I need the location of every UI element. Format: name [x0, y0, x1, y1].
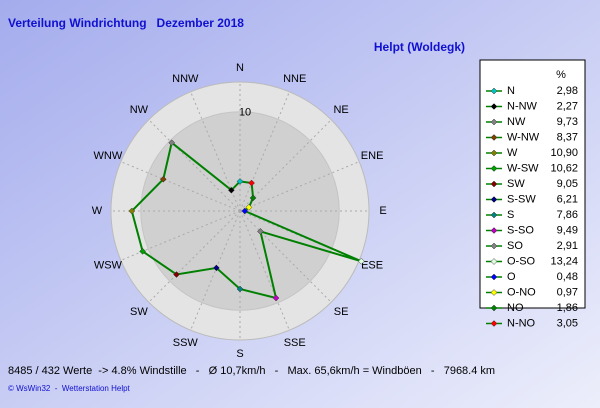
legend-value: 9,73 [557, 116, 578, 128]
legend-marker [490, 196, 498, 203]
direction-label: ENE [361, 150, 384, 162]
credit: © WsWin32 - Wetterstation Helpt [8, 384, 131, 393]
legend-marker [490, 320, 498, 327]
legend-value: 9,49 [557, 224, 578, 236]
spoke [148, 119, 241, 212]
legend-value: 9,05 [557, 178, 578, 190]
legend-value: 2,91 [557, 240, 578, 252]
legend-marker [490, 242, 498, 250]
legend-marker [490, 180, 498, 188]
legend-marker [490, 273, 498, 281]
legend-value: 0,48 [557, 271, 578, 283]
direction-label: SSE [284, 337, 306, 349]
radar-marker [159, 175, 167, 183]
legend-value: 10,90 [550, 147, 578, 159]
legend-label: NO [507, 302, 524, 314]
legend-value: 8,37 [557, 131, 578, 143]
spoke [239, 161, 360, 212]
spoke [239, 91, 290, 212]
direction-label: E [379, 205, 386, 217]
legend-label: S-SO [507, 224, 534, 236]
legend-marker [490, 134, 498, 141]
radar-marker [245, 203, 253, 211]
legend-value: 10,62 [550, 162, 578, 174]
radar-marker [236, 285, 244, 293]
legend-label: S [507, 209, 514, 221]
radar-marker [128, 207, 136, 215]
radar-marker [213, 264, 220, 272]
legend-value: 2,98 [557, 85, 578, 97]
spoke [190, 210, 241, 331]
direction-label: NW [130, 104, 149, 116]
direction-label: SW [130, 306, 148, 318]
legend-marker [490, 258, 498, 265]
legend-marker [490, 289, 498, 296]
legend-label: O-SO [507, 255, 536, 267]
spoke [239, 210, 290, 331]
spoke [239, 119, 332, 212]
legend-label: S-SW [507, 193, 536, 205]
legend-label: SO [507, 240, 523, 252]
chart-subtitle: Helpt (Woldegk) [374, 40, 465, 54]
legend-label: N-NO [507, 317, 536, 329]
radar-marker [139, 247, 146, 255]
direction-label: NE [333, 104, 348, 116]
legend-marker [490, 118, 498, 126]
spoke [239, 210, 332, 303]
legend-value: 1,86 [557, 302, 578, 314]
legend-label: SW [507, 178, 525, 190]
legend-marker [490, 165, 498, 172]
direction-label: SSW [173, 337, 199, 349]
radar-marker [228, 186, 235, 194]
legend-value: 13,24 [550, 255, 578, 267]
direction-label: N [236, 62, 244, 74]
legend-label: N [507, 85, 515, 97]
legend-label: NW [507, 116, 526, 128]
direction-label: S [236, 348, 243, 360]
radar-marker [248, 179, 255, 187]
spoke [148, 210, 241, 303]
direction-label: W [92, 205, 103, 217]
legend-marker [490, 87, 498, 95]
spoke [239, 210, 360, 261]
legend-marker [490, 304, 498, 312]
legend-marker [490, 103, 498, 110]
legend-label: N-NW [507, 100, 538, 112]
legend-label: O [507, 271, 516, 283]
legend-marker [490, 227, 498, 234]
spoke [120, 210, 241, 261]
direction-label: WNW [94, 150, 123, 162]
radar-marker [272, 294, 280, 302]
radar-marker [241, 207, 249, 215]
radar-marker [257, 228, 264, 235]
direction-label: NNE [283, 73, 306, 85]
legend-marker [490, 149, 498, 157]
legend-label: W [507, 147, 518, 159]
legend-label: O-NO [507, 286, 536, 298]
legend-value: 0,97 [557, 286, 578, 298]
legend-label: W-SW [507, 162, 539, 174]
radar-marker [236, 178, 244, 185]
radar-marker [249, 194, 257, 202]
r-tick-label: 10 [239, 107, 251, 119]
footer: 8485 / 432 Werte -> 4.8% Windstille - Ø … [8, 365, 495, 377]
chart-title: Verteilung Windrichtung Dezember 2018 [8, 16, 244, 30]
legend-value: 3,05 [557, 317, 578, 329]
radar-marker [173, 271, 180, 278]
legend-label: W-NW [507, 131, 540, 143]
legend-value: 7,86 [557, 209, 578, 221]
legend-value: 2,27 [557, 100, 578, 112]
legend-header: % [556, 69, 566, 81]
legend-marker [490, 211, 498, 219]
direction-label: NNW [172, 73, 199, 85]
radar-marker [358, 257, 365, 265]
direction-label: ESE [361, 260, 383, 272]
legend-value: 6,21 [557, 193, 578, 205]
direction-label: SE [334, 306, 349, 318]
direction-label: WSW [94, 260, 123, 272]
radar-marker [168, 139, 176, 147]
spoke [120, 161, 241, 212]
